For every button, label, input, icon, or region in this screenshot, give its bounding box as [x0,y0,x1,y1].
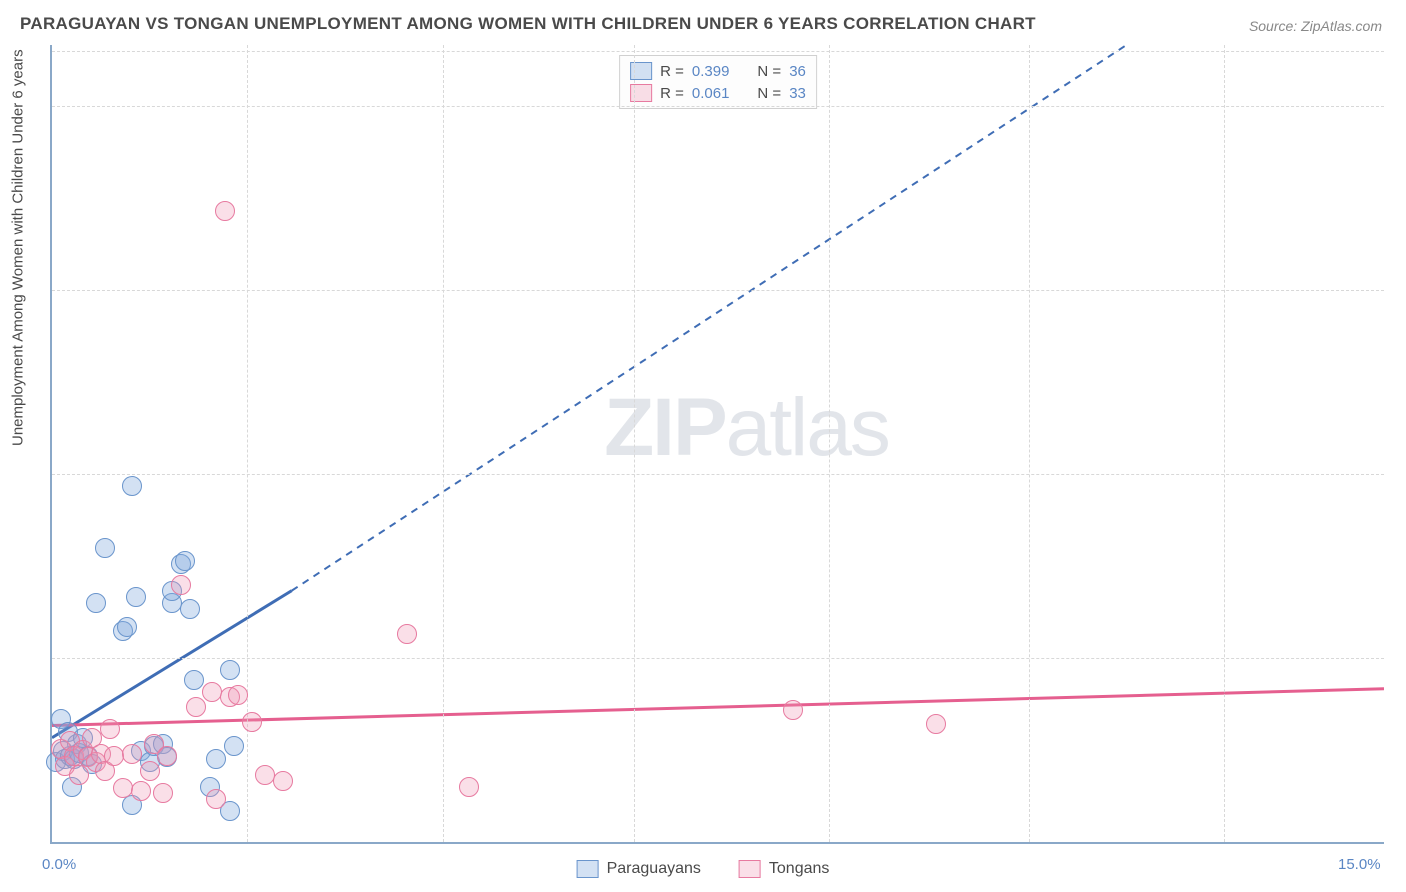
data-point [69,765,89,785]
scatter-chart: ZIPatlas R = 0.399 N = 36 R = 0.061 N = … [50,45,1384,844]
series-legend: Paraguayans Tongans [577,860,830,878]
legend-label-paraguayans: Paraguayans [607,860,701,878]
y-axis-label: Unemployment Among Women with Children U… [10,49,27,446]
data-point [206,749,226,769]
data-point [186,697,206,717]
r-label: R = [660,63,684,80]
data-point [122,476,142,496]
grid-line-v [829,45,830,842]
x-tick-0: 0.0% [42,856,76,873]
grid-line-h [52,290,1384,291]
source-label: Source: [1249,18,1297,34]
x-tick-1: 15.0% [1338,856,1381,873]
data-point [95,538,115,558]
swatch-paraguayans [577,860,599,878]
data-point [242,712,262,732]
data-point [100,719,120,739]
data-point [228,685,248,705]
data-point [215,201,235,221]
watermark: ZIPatlas [604,381,889,475]
data-point [273,771,293,791]
legend-row-tongans: R = 0.061 N = 33 [630,82,806,104]
data-point [397,624,417,644]
correlation-legend: R = 0.399 N = 36 R = 0.061 N = 33 [619,55,817,109]
legend-item-paraguayans: Paraguayans [577,860,701,878]
n-value-paraguayans: 36 [789,63,806,80]
grid-line-v [1224,45,1225,842]
data-point [206,789,226,809]
grid-line-h [52,106,1384,107]
data-point [224,736,244,756]
y-tick-label: 30.0% [1390,466,1406,483]
grid-line-h [52,474,1384,475]
data-point [157,746,177,766]
data-point [184,670,204,690]
grid-line-v [634,45,635,842]
grid-line-h [52,658,1384,659]
grid-line-v [443,45,444,842]
data-point [459,777,479,797]
legend-label-tongans: Tongans [769,860,830,878]
data-point [117,617,137,637]
y-tick-label: 15.0% [1390,650,1406,667]
data-point [153,783,173,803]
y-tick-label: 60.0% [1390,98,1406,115]
r-value-paraguayans: 0.399 [692,63,730,80]
swatch-tongans [739,860,761,878]
data-point [126,587,146,607]
data-point [171,575,191,595]
source-value: ZipAtlas.com [1301,18,1382,34]
data-point [131,781,151,801]
n-label: N = [757,63,781,80]
data-point [926,714,946,734]
watermark-zip: ZIP [604,382,726,473]
data-point [104,746,124,766]
data-point [86,593,106,613]
data-point [180,599,200,619]
data-point [220,660,240,680]
legend-item-tongans: Tongans [739,860,830,878]
n-label: N = [757,85,781,102]
grid-line-v [1029,45,1030,842]
legend-row-paraguayans: R = 0.399 N = 36 [630,60,806,82]
source-attribution: Source: ZipAtlas.com [1249,18,1382,34]
data-point [783,700,803,720]
page-title: PARAGUAYAN VS TONGAN UNEMPLOYMENT AMONG … [20,14,1036,34]
r-label: R = [660,85,684,102]
y-tick-label: 45.0% [1390,282,1406,299]
grid-line-h [52,51,1384,52]
data-point [140,761,160,781]
n-value-tongans: 33 [789,85,806,102]
data-point [175,551,195,571]
r-value-tongans: 0.061 [692,85,730,102]
watermark-atlas: atlas [726,382,889,473]
data-point [122,744,142,764]
